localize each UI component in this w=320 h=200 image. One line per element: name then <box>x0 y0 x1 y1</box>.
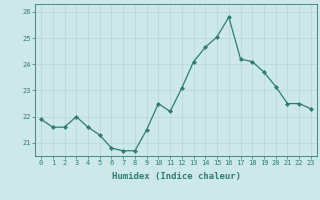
X-axis label: Humidex (Indice chaleur): Humidex (Indice chaleur) <box>111 172 241 181</box>
